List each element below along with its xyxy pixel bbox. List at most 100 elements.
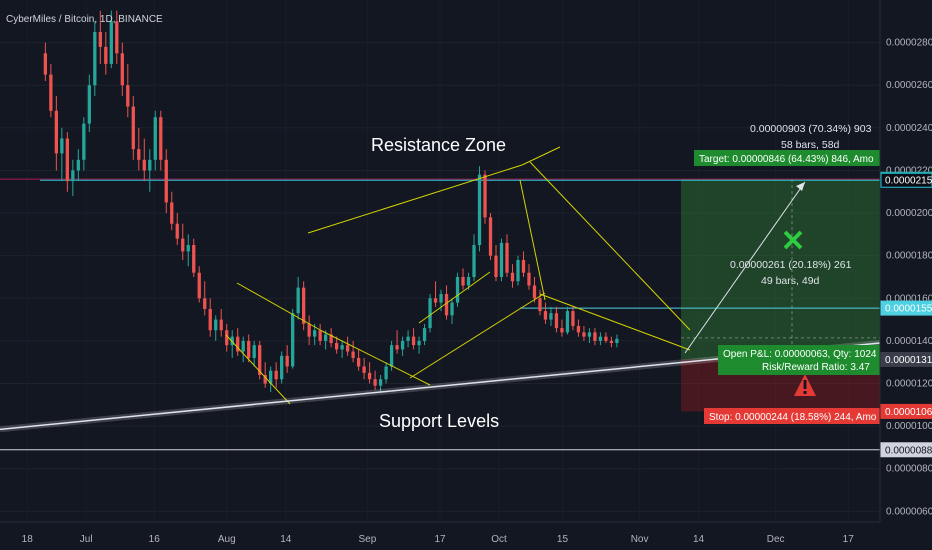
candle (499, 238, 504, 282)
candle (76, 149, 80, 182)
candle-body (148, 159, 152, 171)
candle (367, 362, 372, 384)
candle (340, 340, 344, 358)
stop-label[interactable]: Stop: 0.00000244 (18.58%) 244, Amo (704, 408, 880, 424)
candle (109, 10, 113, 69)
resistance-zone-label: Resistance Zone (371, 135, 506, 155)
candle-body (109, 21, 113, 64)
candle (126, 63, 130, 118)
candle (565, 306, 570, 335)
candle (494, 245, 498, 282)
candle-body (120, 53, 124, 86)
candle-body (219, 319, 223, 331)
candle (87, 74, 91, 133)
grid-lines (0, 42, 880, 512)
candle (406, 330, 410, 348)
candle-body (378, 379, 383, 386)
candle-body (214, 319, 218, 331)
candle-body (549, 313, 553, 320)
candle-body (175, 223, 179, 239)
candle-body (43, 53, 48, 75)
target-label[interactable]: Target: 0.00000846 (64.43%) 846, Amo (694, 150, 880, 166)
candle-body (131, 106, 135, 150)
candle (285, 345, 289, 373)
x-tick-label: 15 (557, 534, 569, 545)
candle (263, 362, 267, 388)
candle-body (389, 345, 394, 367)
candle (323, 330, 328, 350)
candle-body (186, 245, 190, 252)
x-tick-label: 16 (149, 534, 161, 545)
candle (505, 234, 509, 277)
candle-body (395, 345, 399, 350)
candle-body (417, 340, 421, 346)
candle (164, 149, 168, 214)
candle-body (323, 334, 328, 341)
candle-body (477, 174, 482, 246)
candle-body (439, 294, 443, 303)
candle (411, 328, 416, 350)
candle-body (170, 202, 174, 224)
candle-body (302, 287, 306, 324)
candle (225, 323, 229, 352)
candle-body (87, 85, 91, 124)
candle (236, 328, 240, 356)
x-tick-label: Aug (218, 534, 236, 545)
candle (148, 149, 152, 192)
risk-reward-text: Risk/Reward Ratio: 3.47 (762, 362, 870, 373)
candle-body (455, 276, 460, 303)
candle-body (609, 340, 614, 344)
price-tag-label: 0.00001069 (885, 407, 932, 418)
projection-arrow (684, 181, 806, 354)
candle-body (126, 85, 130, 107)
price-tag-bg (880, 442, 932, 458)
candle-body (571, 311, 575, 326)
candle-body (98, 31, 102, 47)
candle (554, 306, 559, 333)
candle (609, 336, 614, 348)
crossed-swords-icon (783, 230, 803, 250)
candle-body (291, 313, 295, 367)
candle (334, 336, 339, 354)
candle (362, 357, 366, 380)
price-axis-panel[interactable] (880, 0, 932, 522)
candle-body (142, 159, 146, 171)
candle-body (565, 311, 570, 333)
candle-body (516, 259, 520, 282)
candle (170, 191, 174, 231)
candle-body (285, 355, 289, 367)
price-tag-bg (880, 172, 932, 188)
candle (351, 340, 355, 363)
candle (516, 255, 520, 286)
candle-body (280, 355, 284, 380)
time-axis: 18 Jul 16 Aug 14 Sep 17 Oct 15 Nov 14 Dec 17 (22, 534, 855, 545)
time-axis-panel[interactable] (0, 522, 932, 550)
candle-body (82, 123, 86, 160)
price-tag: 0.00002154 (880, 172, 932, 188)
profit-zone (681, 179, 880, 360)
candle (593, 328, 597, 346)
candle-body (433, 298, 438, 303)
candle (587, 328, 592, 344)
candle (598, 332, 603, 346)
candle (65, 132, 69, 192)
candle-body (582, 332, 586, 337)
x-tick-label: 14 (693, 534, 705, 545)
candle-body (197, 272, 201, 299)
candle (247, 334, 251, 363)
candle-body (49, 74, 53, 111)
candle (208, 298, 212, 337)
pnl-box[interactable]: Open P&L: 0.00000063, Qty: 1024 Risk/Rew… (718, 345, 880, 375)
candle (356, 349, 361, 371)
warning-triangle-icon (794, 374, 816, 396)
price-tag-label: 0.00000889 (885, 445, 932, 456)
candle (159, 110, 163, 171)
candle (345, 336, 350, 356)
candle-body (274, 370, 278, 380)
candle (269, 366, 273, 393)
position-overlay (684, 181, 816, 396)
candle-body (450, 302, 454, 316)
candle-body (466, 276, 471, 286)
